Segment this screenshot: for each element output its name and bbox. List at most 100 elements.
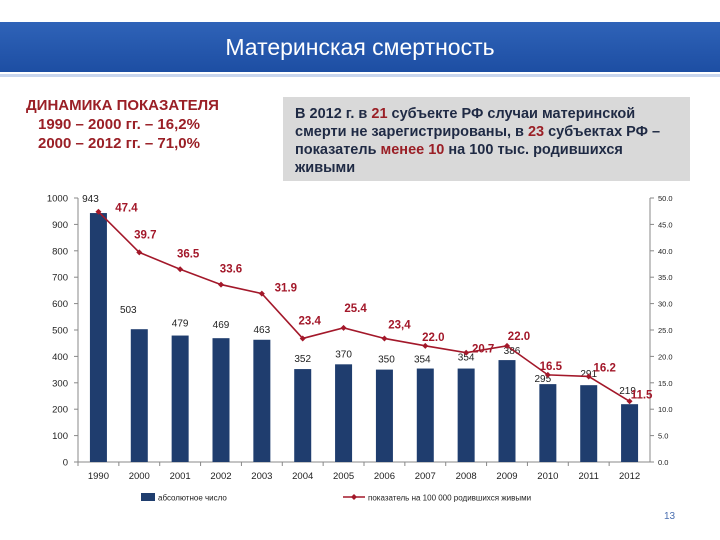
- left-axis-tick-label: 500: [52, 326, 68, 337]
- bar: [621, 404, 639, 462]
- bar-value-label: 352: [294, 354, 311, 365]
- bar: [89, 213, 107, 462]
- bar: [498, 360, 516, 462]
- rate-value-label: 22.0: [508, 331, 530, 343]
- rate-value-label: 11.5: [631, 389, 653, 401]
- rate-point: [626, 398, 633, 405]
- left-axis-tick-label: 800: [52, 246, 68, 257]
- info-text: субъектах РФ – показатель: [295, 124, 661, 158]
- page-number: 13: [664, 511, 676, 522]
- x-axis-tick-label: 2011: [578, 471, 598, 482]
- x-axis-tick-label: 2008: [456, 471, 477, 482]
- bar-value-label: 469: [213, 320, 230, 331]
- banner-underline: [0, 74, 720, 77]
- rate-point: [95, 208, 102, 215]
- right-axis-tick-label: 40.0: [658, 247, 673, 256]
- title-banner: [0, 22, 720, 72]
- right-axis-tick-label: 45.0: [658, 220, 673, 229]
- rate-value-label: 31.9: [275, 283, 297, 295]
- bar-value-label: 943: [82, 194, 99, 205]
- legend-line-label: показатель на 100 000 родившихся живыми: [368, 494, 531, 503]
- bar: [335, 364, 353, 462]
- info-highlight-23: 23: [527, 124, 545, 140]
- bar: [253, 339, 271, 462]
- rate-value-label: 25.4: [344, 303, 367, 315]
- right-axis-tick-label: 10.0: [658, 405, 673, 414]
- rate-value-label: 39.7: [134, 229, 156, 241]
- x-axis-tick-label: 2006: [374, 471, 395, 482]
- legend-bar-swatch: [141, 493, 155, 501]
- right-axis-tick-label: 35.0: [658, 273, 673, 282]
- x-axis-tick-label: 2010: [537, 471, 558, 482]
- left-axis-tick-label: 300: [52, 378, 68, 389]
- right-axis-tick-label: 0.0: [658, 458, 668, 467]
- bar: [457, 368, 475, 462]
- bar: [580, 385, 598, 462]
- rate-value-label: 20.7: [472, 344, 494, 356]
- x-axis-tick-label: 2000: [129, 471, 150, 482]
- info-text: на 100 тыс. родившихся живыми: [295, 142, 623, 176]
- rate-value-label: 47.4: [115, 203, 138, 215]
- right-axis-tick-label: 5.0: [658, 432, 668, 441]
- rate-point: [258, 290, 265, 297]
- x-axis-tick-label: 2001: [170, 471, 191, 482]
- x-axis-tick-label: 2007: [415, 471, 436, 482]
- rate-point: [299, 335, 306, 342]
- bar-value-label: 386: [504, 346, 521, 357]
- rate-line: [97, 211, 630, 402]
- bar-value-label: 354: [458, 353, 475, 364]
- bar-value-label: 354: [414, 355, 431, 366]
- rate-point: [340, 324, 347, 331]
- right-axis-tick-label: 30.0: [658, 300, 673, 309]
- bar: [171, 335, 189, 462]
- right-axis-tick-label: 15.0: [658, 379, 673, 388]
- legend-line-marker: [351, 494, 357, 500]
- x-axis-tick-label: 2012: [619, 471, 640, 482]
- rate-point: [504, 342, 510, 349]
- bar: [416, 368, 434, 462]
- right-axis-tick-label: 20.0: [658, 352, 673, 361]
- rate-value-label: 36.5: [177, 248, 200, 260]
- rate-point: [422, 342, 429, 349]
- dynamics-line-1990-2000: 1990 – 2000 гг. – 16,2%: [38, 116, 200, 133]
- rate-point: [218, 281, 224, 288]
- rate-point: [463, 349, 470, 356]
- rate-value-label: 16.5: [540, 361, 563, 373]
- left-axis-tick-label: 200: [52, 405, 68, 416]
- bar: [375, 369, 393, 462]
- maternal-mortality-chart: 0 100 200 300 400 500 600 700 800 900 1000 0.0 5.0 10…: [47, 194, 673, 503]
- bar-value-label: 479: [172, 319, 189, 330]
- rate-value-label: 23,4: [388, 319, 411, 331]
- info-text: В 2012 г. в: [295, 106, 372, 122]
- bar-value-label: 219: [619, 386, 636, 397]
- bar: [212, 338, 230, 462]
- rate-point: [136, 249, 143, 256]
- rate-point: [585, 373, 592, 380]
- rate-value-label: 16.2: [594, 362, 616, 374]
- dynamics-heading: ДИНАМИКА ПОКАЗАТЕЛЯ: [26, 97, 219, 114]
- legend-bar-label: абсолютное число: [158, 494, 227, 503]
- x-axis-tick-label: 2009: [496, 471, 517, 482]
- page-title: Материнская смертность: [225, 34, 495, 60]
- bar-value-label: 370: [335, 349, 352, 360]
- info-highlight-less-10: менее 10: [380, 142, 445, 158]
- right-axis-tick-label: 50.0: [658, 194, 673, 203]
- left-axis-tick-label: 100: [52, 431, 68, 442]
- bar-value-label: 295: [535, 374, 552, 385]
- bar: [294, 369, 312, 462]
- rate-point: [381, 335, 388, 342]
- rate-point: [177, 266, 184, 273]
- dynamics-line-2000-2012: 2000 – 2012 гг. – 71,0%: [38, 135, 200, 152]
- bar: [539, 384, 557, 462]
- dynamics-summary: ДИНАМИКА ПОКАЗАТЕЛЯ 1990 – 2000 гг. – 16…: [26, 96, 276, 153]
- x-axis-tick-label: 1990: [88, 471, 109, 482]
- left-axis-tick-label: 1000: [47, 194, 68, 205]
- bar-value-label: 503: [120, 305, 137, 316]
- x-axis-tick-label: 2003: [251, 471, 272, 482]
- left-axis-tick-label: 600: [52, 299, 68, 310]
- right-axis-tick-label: 25.0: [658, 326, 673, 335]
- rate-value-label: 22.0: [422, 332, 444, 344]
- x-axis-tick-label: 2005: [333, 471, 354, 482]
- info-highlight-21: 21: [371, 106, 388, 122]
- bar: [130, 329, 148, 462]
